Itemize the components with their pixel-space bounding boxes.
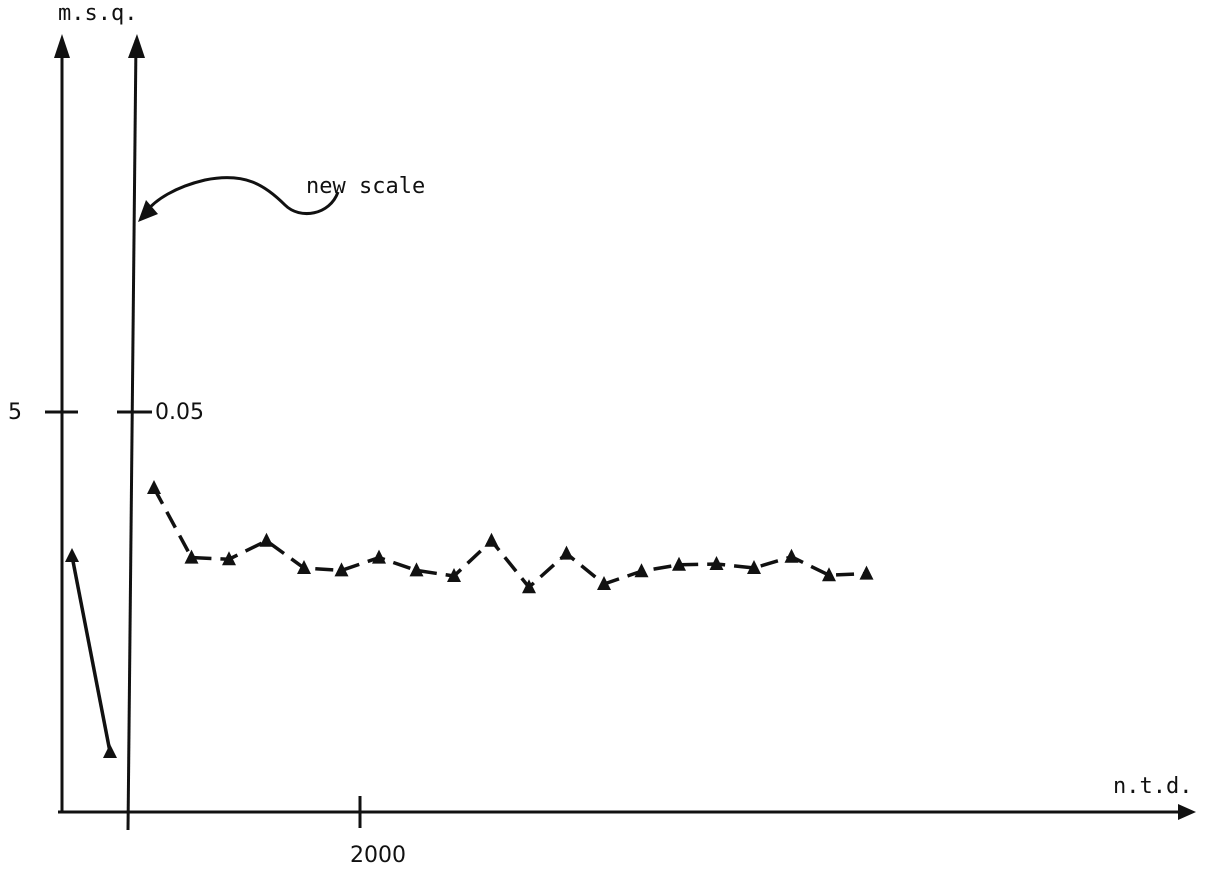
- new-scale-arrow: [144, 176, 340, 215]
- x-axis-arrow-icon: [1178, 804, 1196, 820]
- y-tick-label-original: 5: [8, 400, 22, 425]
- data-point: [822, 567, 836, 582]
- data-point: [409, 562, 424, 577]
- new-scale-annotation: new scale: [306, 174, 425, 199]
- data-point: [559, 545, 574, 560]
- data-point: [147, 480, 161, 494]
- y-axis-original-arrow-icon: [54, 34, 70, 58]
- y-axis-new-scale-arrow-icon: [128, 34, 145, 58]
- data-point: [709, 556, 724, 570]
- data-point: [447, 568, 461, 582]
- x-axis-label: n.t.d.: [1113, 774, 1192, 799]
- new-scale-arrow-head-icon: [138, 200, 158, 222]
- y-tick-label-new-scale: 0.05: [155, 400, 204, 425]
- data-point: [103, 744, 117, 758]
- y-axis-new-scale: [126, 39, 138, 831]
- data-point: [484, 532, 499, 547]
- data-point: [297, 560, 311, 574]
- data-point: [747, 560, 761, 574]
- data-point: [334, 562, 349, 577]
- data-point: [859, 565, 874, 580]
- data-point: [222, 551, 236, 566]
- data-point: [597, 576, 611, 590]
- data-point: [634, 563, 649, 578]
- data-point: [184, 549, 199, 564]
- data-point: [672, 556, 686, 571]
- data-point: [784, 548, 799, 563]
- x-tick-label: 2000: [350, 843, 406, 868]
- series-line-0: [70, 555, 112, 753]
- data-point: [372, 549, 386, 564]
- data-point: [259, 532, 274, 547]
- y-axis-label: m.s.q.: [58, 1, 137, 26]
- data-point: [522, 579, 536, 594]
- data-point: [65, 548, 79, 562]
